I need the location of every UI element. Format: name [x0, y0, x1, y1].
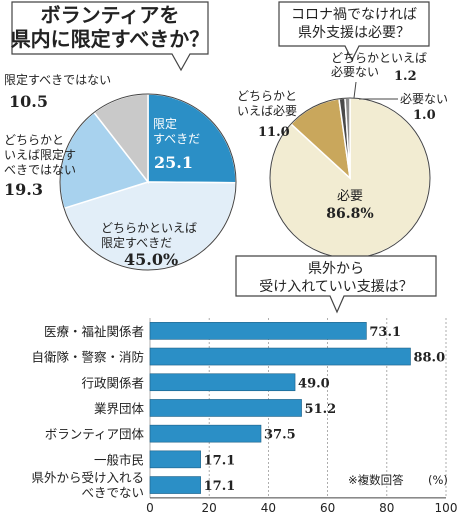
pie1 [59, 93, 237, 271]
slice-label-line: 限定すべきではない [4, 72, 111, 87]
bar-title-box [235, 255, 437, 314]
pie2-title-line: コロナ禍でなければ [291, 7, 417, 23]
bar [149, 476, 201, 494]
bar-value-label: 17.1 [204, 479, 236, 494]
bar [149, 347, 411, 366]
bars: 73.1 88.0 49.0 51.2 37.5 17.1 17.1 [149, 322, 445, 494]
slice-label-line: 限定 [153, 116, 177, 131]
category-label-line: べきでない [81, 485, 144, 500]
slice-value: 25.1 [154, 153, 193, 172]
bar [149, 450, 201, 469]
bar-value-label: 51.2 [305, 402, 337, 417]
bar-value-label: 88.0 [413, 351, 445, 366]
x-tick-labels: 0 20 40 60 80 100 [146, 501, 457, 512]
slice-value: 86.8% [326, 206, 373, 222]
x-tick-label: 40 [261, 501, 276, 512]
slice-value: 10.5 [9, 92, 48, 111]
slice-label: 必要 [337, 189, 363, 204]
bar-value-label: 49.0 [298, 376, 330, 391]
slice-label-line: どちらかと [237, 89, 297, 103]
bar [149, 399, 302, 417]
x-tick-label: 0 [146, 501, 154, 512]
pie-outline [59, 93, 237, 271]
slice-value: 11.0 [258, 125, 290, 140]
leader-line [353, 81, 357, 99]
x-tick-label: 60 [320, 501, 335, 512]
slice-value: 1.2 [394, 69, 417, 84]
x-unit-label: (%) [428, 473, 448, 487]
slice-label-line: どちらかと [4, 133, 64, 147]
bar [149, 373, 296, 392]
bar-value-label: 37.5 [264, 428, 296, 443]
pie1-labels: 限定すべきだ25.1どちらかといえば限定すべきだ45.0%どちらかといえば限定す… [4, 72, 200, 269]
bar-value-label: 73.1 [369, 325, 401, 340]
slice-value: 19.3 [4, 180, 43, 199]
category-label: 医療・福祉関係者 [44, 324, 144, 339]
slice-label-line: どちらかといえば [331, 51, 427, 65]
category-label: 一般市民 [94, 452, 144, 467]
category-label: 業界団体 [94, 401, 145, 416]
bar-value-label: 17.1 [204, 453, 236, 468]
x-tick-label: 80 [379, 501, 394, 512]
x-tick-label: 100 [435, 501, 458, 512]
pie1-title-box [11, 1, 209, 72]
slice-value: 1.0 [413, 108, 436, 123]
pie1-title-line: 県内に限定すべきか？ [11, 27, 210, 51]
bar [149, 424, 262, 443]
bar-title-line: 県外から [308, 261, 364, 277]
x-tick-label: 20 [202, 501, 217, 512]
pie2-title-box [278, 1, 430, 62]
category-labels: 医療・福祉関係者自衛隊・警察・消防行政関係者業界団体ボランティア団体一般市民県外… [31, 324, 144, 500]
slice-label-line: いえば限定す [4, 147, 76, 162]
pie1-title-line: ボランティアを [41, 3, 180, 27]
pie2-title-line: 県外支援は必要？ [298, 25, 410, 41]
slice-label-line: すべきだ [153, 132, 200, 146]
category-label-line: 県外から受け入れる [31, 470, 144, 485]
category-label: ボランティア団体 [45, 427, 145, 442]
slice-label-line: いえば必要 [237, 104, 297, 118]
bar [149, 322, 367, 340]
category-label: 行政関係者 [81, 375, 144, 390]
slice-label-line: 必要ない [331, 65, 379, 79]
slice-label: 必要ない [400, 92, 448, 106]
bar-title-line: 受け入れていい支援は？ [259, 279, 413, 295]
slice-label-line: べきではない [4, 163, 76, 177]
slice-value: 45.0% [124, 250, 178, 269]
slice-label-line: どちらかといえば [101, 221, 197, 235]
category-label: 自衛隊・警察・消防 [31, 350, 144, 365]
pie2 [269, 97, 431, 259]
slice-label-line: 限定すべきだ [101, 235, 172, 250]
note-label: ※複数回答 [348, 473, 404, 487]
